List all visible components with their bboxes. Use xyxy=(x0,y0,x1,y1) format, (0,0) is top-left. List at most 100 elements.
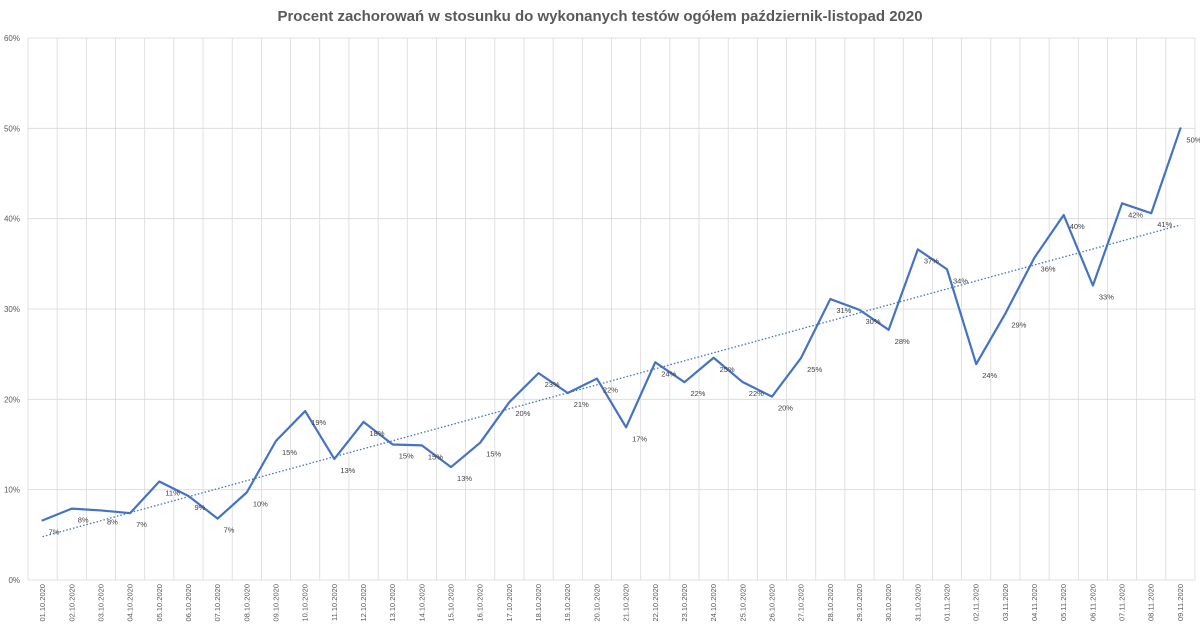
data-point xyxy=(71,507,73,509)
x-tick-label: 02.11.2020 xyxy=(972,584,981,621)
data-label: 42% xyxy=(1128,210,1143,219)
linear-trendline xyxy=(42,224,1181,538)
data-point xyxy=(654,361,656,363)
x-tick-label: 06.11.2020 xyxy=(1088,584,1097,621)
y-tick-label: 30% xyxy=(4,305,20,314)
data-point xyxy=(100,509,102,511)
x-tick-label: 21.10.2020 xyxy=(622,584,631,622)
chart-title: Procent zachorowań w stosunku do wykonan… xyxy=(277,8,923,25)
x-axis-tick-labels: 01.10.2020 02.10.2020 03.10.2020 04.10.2020… xyxy=(38,584,1185,622)
x-tick-label: 26.10.2020 xyxy=(767,584,776,622)
y-tick-label: 60% xyxy=(4,34,20,43)
data-point xyxy=(1150,212,1152,214)
data-label: 24% xyxy=(661,369,676,378)
data-label: 33% xyxy=(1099,293,1114,302)
data-point xyxy=(362,421,364,423)
data-point xyxy=(887,329,889,331)
data-point xyxy=(712,357,714,359)
data-point xyxy=(1033,256,1035,258)
data-point xyxy=(479,441,481,443)
data-point xyxy=(771,395,773,397)
data-point xyxy=(275,440,277,442)
data-point xyxy=(537,372,539,374)
data-point xyxy=(1121,202,1123,204)
data-label: 13% xyxy=(457,474,472,483)
data-label: 15% xyxy=(486,450,501,459)
data-label: 28% xyxy=(895,337,910,346)
data-label: 20% xyxy=(778,404,793,413)
data-point xyxy=(41,519,43,521)
y-tick-label: 10% xyxy=(4,486,20,495)
data-label: 7% xyxy=(224,526,235,535)
x-tick-label: 29.10.2020 xyxy=(855,584,864,622)
data-point xyxy=(216,517,218,519)
data-point xyxy=(246,491,248,493)
y-axis-tick-labels: 0% 10% 20% 30% 40% 50% 60% xyxy=(4,34,20,585)
data-label: 22% xyxy=(603,386,618,395)
data-point xyxy=(304,410,306,412)
y-tick-label: 20% xyxy=(4,395,20,404)
x-tick-label: 07.10.2020 xyxy=(213,584,222,622)
gridlines xyxy=(27,37,1196,581)
x-tick-label: 12.10.2020 xyxy=(359,584,368,622)
y-tick-label: 50% xyxy=(4,124,20,133)
data-label: 11% xyxy=(165,489,180,498)
data-label: 8% xyxy=(78,516,89,525)
data-point xyxy=(829,298,831,300)
x-tick-label: 24.10.2020 xyxy=(709,584,718,622)
x-tick-label: 11.10.2020 xyxy=(330,584,339,621)
x-tick-label: 09.11.2020 xyxy=(1176,584,1185,621)
data-point xyxy=(683,381,685,383)
data-point xyxy=(187,495,189,497)
data-point xyxy=(391,443,393,445)
x-tick-label: 15.10.2020 xyxy=(447,584,456,622)
data-label: 40% xyxy=(1070,222,1085,231)
x-tick-label: 06.10.2020 xyxy=(184,584,193,622)
x-tick-label: 13.10.2020 xyxy=(388,584,397,622)
data-point xyxy=(596,377,598,379)
x-tick-label: 16.10.2020 xyxy=(476,584,485,622)
data-label: 20% xyxy=(515,409,530,418)
data-label: 15% xyxy=(428,452,443,461)
x-tick-label: 18.10.2020 xyxy=(534,584,543,622)
data-labels: 7% 8% 8% 7% 11% 9% 7% 10% 15% 19% 13% 18% 15% 15% 13% 1… xyxy=(49,135,1200,536)
x-tick-label: 31.10.2020 xyxy=(913,584,922,622)
data-label: 19% xyxy=(311,418,326,427)
data-label: 17% xyxy=(632,434,647,443)
data-label: 37% xyxy=(924,256,939,265)
data-label: 29% xyxy=(1011,321,1026,330)
x-tick-label: 09.10.2020 xyxy=(271,584,280,622)
data-point xyxy=(158,480,160,482)
x-tick-label: 10.10.2020 xyxy=(301,584,310,622)
data-label: 41% xyxy=(1157,220,1172,229)
data-label: 21% xyxy=(574,400,589,409)
data-label: 7% xyxy=(136,520,147,529)
x-tick-label: 17.10.2020 xyxy=(505,584,514,622)
data-point xyxy=(742,381,744,383)
x-tick-label: 08.11.2020 xyxy=(1147,584,1156,621)
data-point xyxy=(1179,127,1181,129)
x-tick-label: 20.10.2020 xyxy=(592,584,601,622)
data-label: 34% xyxy=(953,276,968,285)
x-tick-label: 08.10.2020 xyxy=(242,584,251,622)
x-tick-label: 02.10.2020 xyxy=(67,584,76,622)
data-point xyxy=(1092,284,1094,286)
data-point xyxy=(450,466,452,468)
y-tick-label: 0% xyxy=(8,576,20,585)
x-tick-label: 27.10.2020 xyxy=(797,584,806,622)
x-tick-label: 04.10.2020 xyxy=(126,584,135,622)
data-label: 24% xyxy=(982,371,997,380)
x-tick-label: 14.10.2020 xyxy=(417,584,426,622)
data-point xyxy=(1004,312,1006,314)
data-point xyxy=(508,401,510,403)
x-tick-label: 03.11.2020 xyxy=(1001,584,1010,621)
data-point xyxy=(1063,214,1065,216)
data-label: 25% xyxy=(720,365,735,374)
x-tick-label: 19.10.2020 xyxy=(563,584,572,622)
data-label: 10% xyxy=(253,499,268,508)
data-point xyxy=(333,458,335,460)
x-tick-label: 01.10.2020 xyxy=(38,584,47,622)
x-tick-label: 25.10.2020 xyxy=(738,584,747,622)
data-label: 36% xyxy=(1041,265,1056,274)
